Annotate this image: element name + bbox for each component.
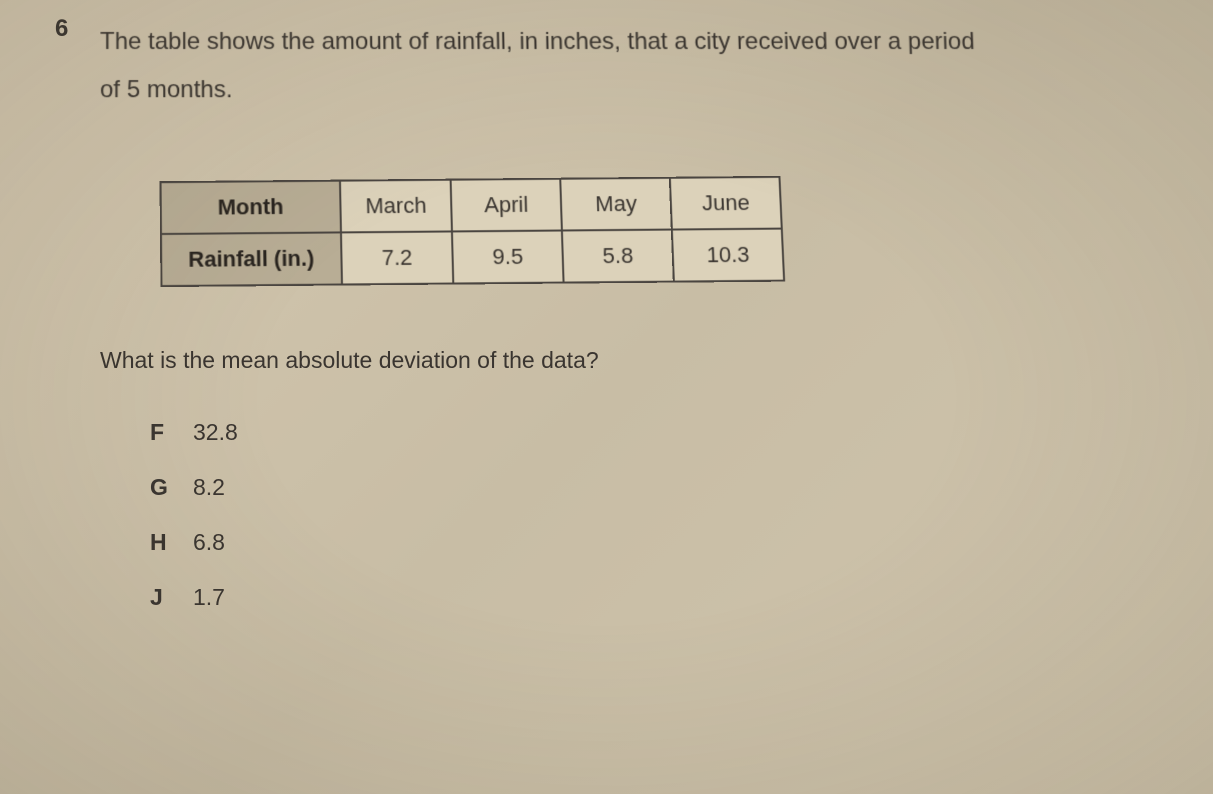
option-value: 32.8: [193, 419, 238, 446]
table-data-row: Rainfall (in.) 7.2 9.5 5.8 10.3: [161, 229, 784, 286]
question-number: 6: [55, 15, 68, 43]
question-text: The table shows the amount of rainfall, …: [100, 20, 1157, 112]
option-value: 6.8: [193, 529, 225, 556]
photo-vignette: [0, 0, 1213, 794]
option-j[interactable]: J 1.7: [150, 584, 1153, 611]
option-value: 1.7: [193, 584, 225, 611]
month-header: Month: [161, 181, 341, 234]
option-g[interactable]: G 8.2: [150, 474, 1153, 501]
option-letter: J: [150, 584, 185, 611]
table-cell: June: [670, 177, 782, 230]
option-value: 8.2: [193, 474, 225, 501]
option-f[interactable]: F 32.8: [150, 419, 1153, 446]
table-cell: May: [560, 178, 672, 231]
rainfall-header: Rainfall (in.): [161, 233, 342, 287]
rainfall-table: Month March April May June Rainfall (in.…: [160, 176, 786, 287]
table-cell: 5.8: [562, 230, 674, 283]
table-cell: April: [451, 179, 562, 232]
answer-options: F 32.8 G 8.2 H 6.8 J 1.7: [150, 419, 1153, 611]
option-letter: G: [150, 474, 185, 501]
table-header-row: Month March April May June: [161, 177, 782, 234]
option-h[interactable]: H 6.8: [150, 529, 1153, 556]
sub-question: What is the mean absolute deviation of t…: [100, 347, 1153, 374]
question-line1: The table shows the amount of rainfall, …: [100, 20, 1155, 63]
table-cell: 10.3: [672, 229, 784, 282]
option-letter: F: [150, 419, 185, 446]
data-table-container: Month March April May June Rainfall (in.…: [160, 173, 1156, 287]
option-letter: H: [150, 529, 185, 556]
table-cell: March: [340, 180, 452, 233]
question-line2: of 5 months.: [100, 68, 1157, 111]
table-cell: 9.5: [452, 231, 564, 284]
table-cell: 7.2: [341, 232, 453, 285]
